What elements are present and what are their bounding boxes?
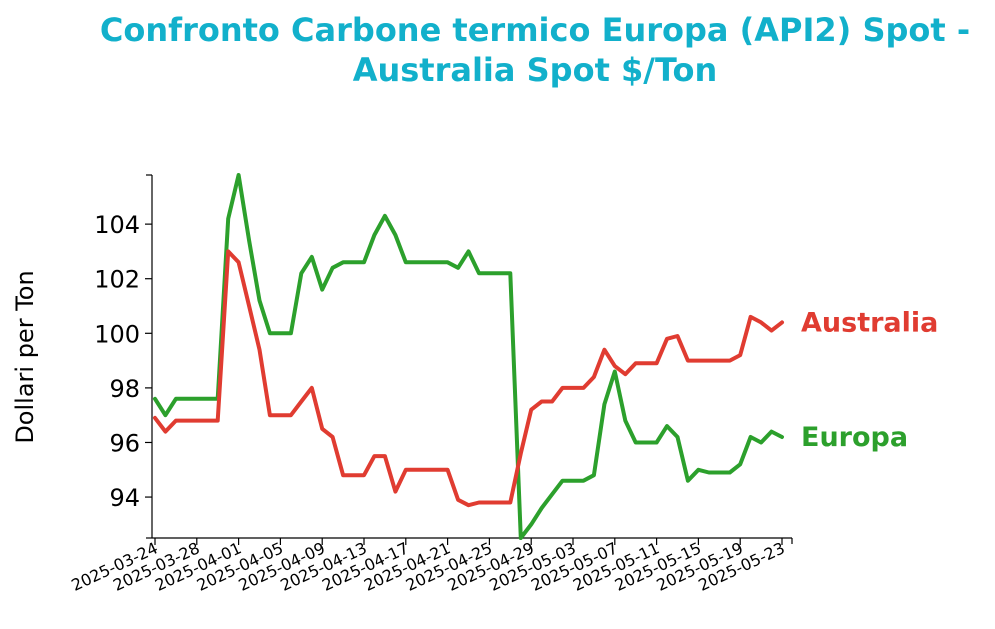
y-axis-label: Dollari per Ton: [11, 270, 39, 443]
series-line-europa: [153, 173, 784, 540]
chart-title-line-1: Confronto Carbone termico Europa (API2) …: [99, 11, 971, 49]
series-lines: [153, 173, 784, 540]
y-tick-label: 104: [94, 211, 140, 239]
y-tick-label: 94: [109, 484, 140, 512]
chart-title-line-2: Australia Spot $/Ton: [352, 51, 718, 89]
series-line-australia: [153, 249, 784, 508]
series-label-australia: Australia: [801, 307, 938, 338]
series-label-europa: Europa: [801, 422, 908, 453]
y-tick-label: 98: [109, 375, 140, 403]
chart-title: Confronto Carbone termico Europa (API2) …: [70, 10, 995, 90]
axes: 9496981001021042025-03-242025-03-282025-…: [68, 174, 793, 595]
series-labels: Australia Europa: [801, 307, 938, 453]
y-tick-label: 102: [94, 266, 140, 294]
y-tick-label: 100: [94, 320, 140, 348]
y-tick-label: 96: [109, 429, 140, 457]
